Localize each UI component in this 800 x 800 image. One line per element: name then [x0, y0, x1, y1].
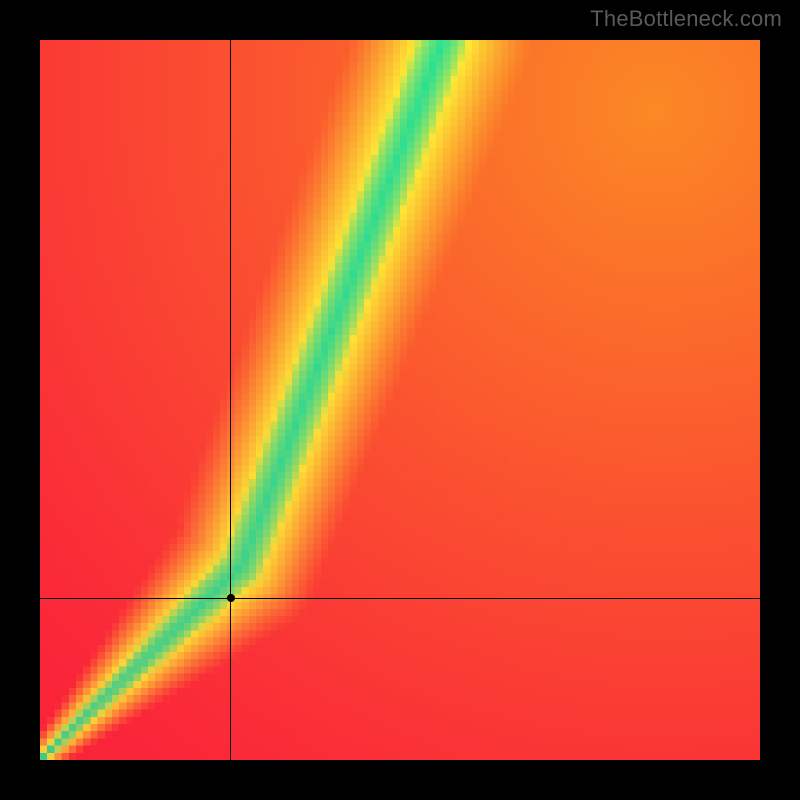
heatmap-canvas: [40, 40, 760, 760]
heatmap-plot: [40, 40, 760, 760]
watermark-text: TheBottleneck.com: [590, 6, 782, 32]
